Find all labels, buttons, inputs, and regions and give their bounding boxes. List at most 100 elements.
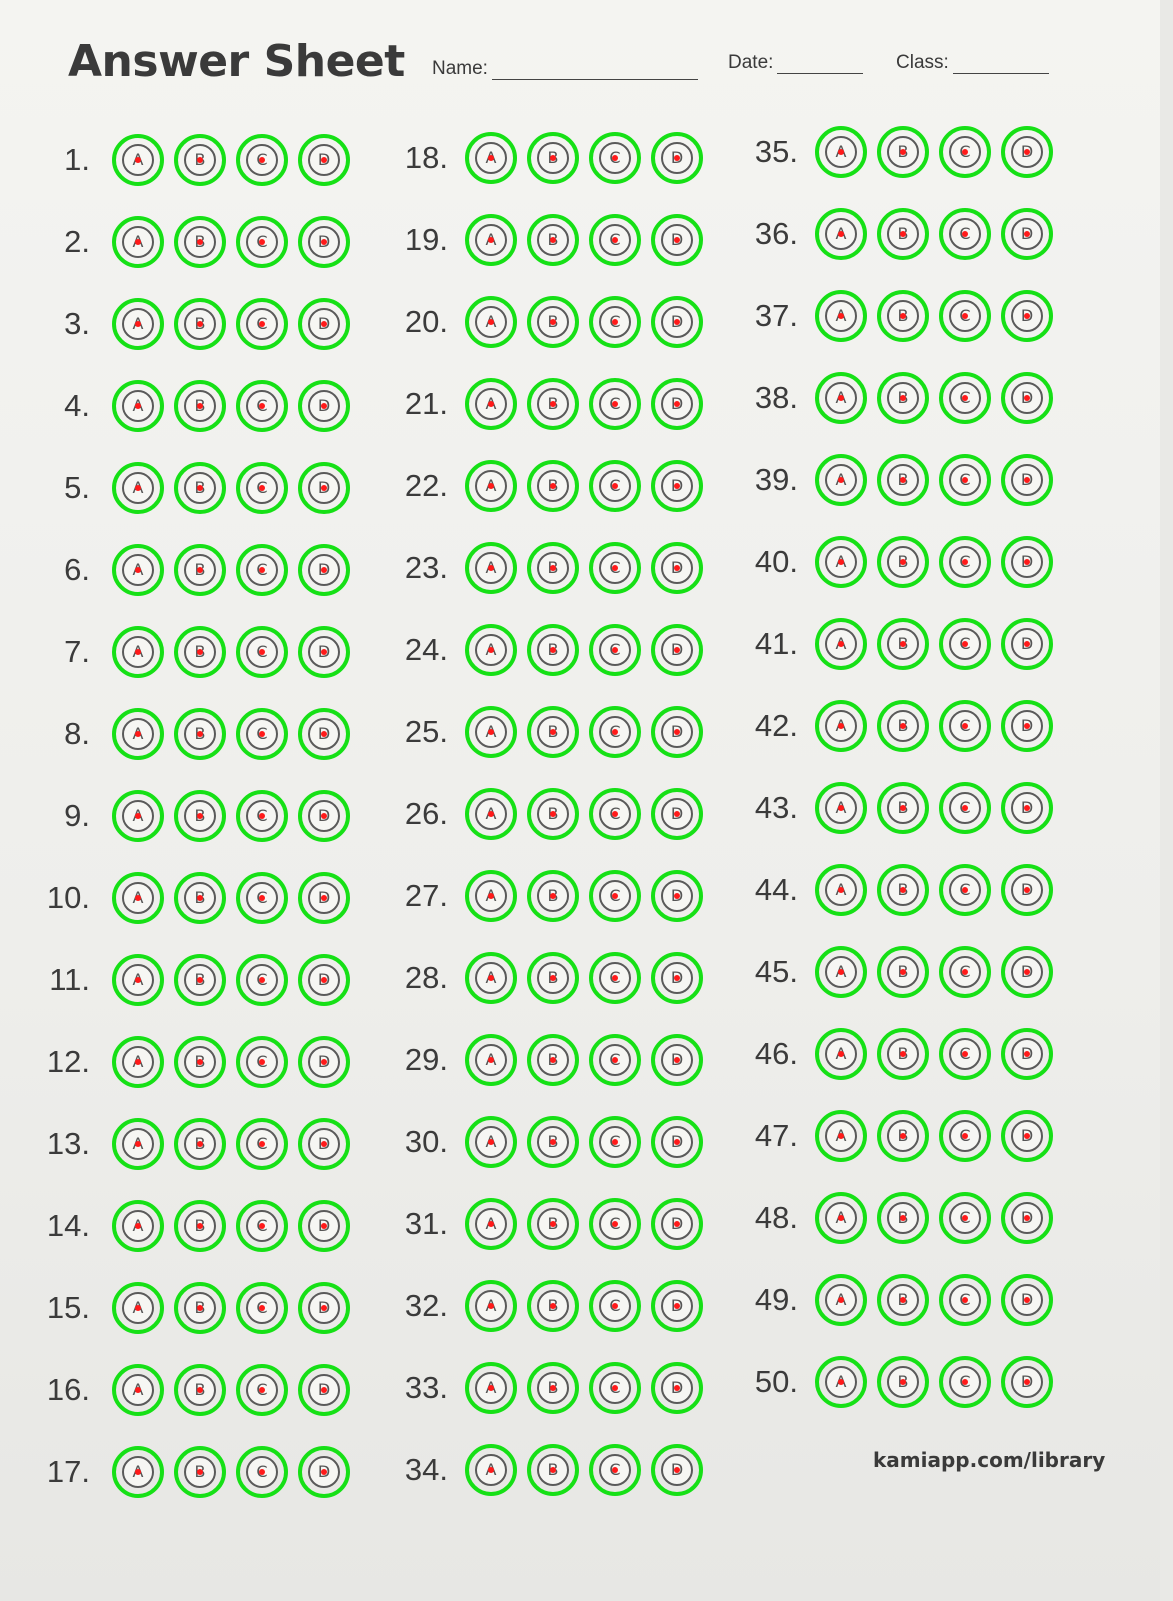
- answer-bubble-c[interactable]: C: [589, 378, 641, 430]
- answer-bubble-d[interactable]: D: [1001, 1110, 1053, 1162]
- answer-bubble-d[interactable]: D: [651, 952, 703, 1004]
- answer-bubble-a[interactable]: A: [112, 298, 164, 350]
- answer-bubble-b[interactable]: B: [877, 536, 929, 588]
- answer-bubble-d[interactable]: D: [651, 1444, 703, 1496]
- answer-bubble-a[interactable]: A: [465, 296, 517, 348]
- answer-bubble-b[interactable]: B: [527, 952, 579, 1004]
- answer-bubble-b[interactable]: B: [174, 544, 226, 596]
- answer-bubble-d[interactable]: D: [298, 298, 350, 350]
- answer-bubble-d[interactable]: D: [1001, 290, 1053, 342]
- answer-bubble-a[interactable]: A: [465, 378, 517, 430]
- answer-bubble-c[interactable]: C: [589, 706, 641, 758]
- answer-bubble-b[interactable]: B: [174, 626, 226, 678]
- answer-bubble-a[interactable]: A: [465, 706, 517, 758]
- answer-bubble-d[interactable]: D: [298, 1282, 350, 1334]
- answer-bubble-d[interactable]: D: [1001, 536, 1053, 588]
- answer-bubble-a[interactable]: A: [465, 952, 517, 1004]
- answer-bubble-a[interactable]: A: [815, 700, 867, 752]
- answer-bubble-d[interactable]: D: [298, 216, 350, 268]
- answer-bubble-c[interactable]: C: [236, 954, 288, 1006]
- answer-bubble-a[interactable]: A: [112, 708, 164, 760]
- answer-bubble-c[interactable]: C: [589, 214, 641, 266]
- answer-bubble-d[interactable]: D: [651, 460, 703, 512]
- answer-bubble-b[interactable]: B: [174, 380, 226, 432]
- answer-bubble-d[interactable]: D: [1001, 618, 1053, 670]
- answer-bubble-d[interactable]: D: [651, 1362, 703, 1414]
- answer-bubble-a[interactable]: A: [815, 1274, 867, 1326]
- answer-bubble-b[interactable]: B: [174, 1200, 226, 1252]
- answer-bubble-c[interactable]: C: [236, 1446, 288, 1498]
- answer-bubble-b[interactable]: B: [877, 454, 929, 506]
- answer-bubble-d[interactable]: D: [1001, 1274, 1053, 1326]
- answer-bubble-a[interactable]: A: [465, 788, 517, 840]
- answer-bubble-d[interactable]: D: [298, 544, 350, 596]
- answer-bubble-b[interactable]: B: [527, 460, 579, 512]
- answer-bubble-d[interactable]: D: [298, 1036, 350, 1088]
- answer-bubble-d[interactable]: D: [298, 1364, 350, 1416]
- answer-bubble-b[interactable]: B: [527, 1116, 579, 1168]
- answer-bubble-a[interactable]: A: [112, 872, 164, 924]
- answer-bubble-a[interactable]: A: [815, 1192, 867, 1244]
- answer-bubble-b[interactable]: B: [527, 132, 579, 184]
- answer-bubble-b[interactable]: B: [527, 1280, 579, 1332]
- answer-bubble-d[interactable]: D: [1001, 454, 1053, 506]
- answer-bubble-b[interactable]: B: [877, 1192, 929, 1244]
- answer-bubble-b[interactable]: B: [877, 126, 929, 178]
- answer-bubble-d[interactable]: D: [298, 708, 350, 760]
- answer-bubble-a[interactable]: A: [465, 460, 517, 512]
- answer-bubble-d[interactable]: D: [651, 1034, 703, 1086]
- answer-bubble-b[interactable]: B: [527, 1362, 579, 1414]
- answer-bubble-a[interactable]: A: [815, 208, 867, 260]
- answer-bubble-a[interactable]: A: [465, 1280, 517, 1332]
- answer-bubble-a[interactable]: A: [112, 134, 164, 186]
- answer-bubble-d[interactable]: D: [298, 462, 350, 514]
- answer-bubble-a[interactable]: A: [112, 626, 164, 678]
- answer-bubble-b[interactable]: B: [877, 618, 929, 670]
- answer-bubble-c[interactable]: C: [236, 790, 288, 842]
- answer-bubble-d[interactable]: D: [1001, 1028, 1053, 1080]
- answer-bubble-c[interactable]: C: [236, 380, 288, 432]
- answer-bubble-a[interactable]: A: [815, 946, 867, 998]
- answer-bubble-a[interactable]: A: [112, 462, 164, 514]
- answer-bubble-b[interactable]: B: [174, 462, 226, 514]
- answer-bubble-b[interactable]: B: [174, 216, 226, 268]
- answer-bubble-b[interactable]: B: [174, 1118, 226, 1170]
- answer-bubble-b[interactable]: B: [527, 1198, 579, 1250]
- answer-bubble-b[interactable]: B: [527, 706, 579, 758]
- answer-bubble-b[interactable]: B: [174, 954, 226, 1006]
- answer-bubble-b[interactable]: B: [527, 214, 579, 266]
- answer-bubble-a[interactable]: A: [815, 1110, 867, 1162]
- answer-bubble-d[interactable]: D: [298, 872, 350, 924]
- answer-bubble-a[interactable]: A: [112, 954, 164, 1006]
- answer-bubble-a[interactable]: A: [465, 132, 517, 184]
- answer-bubble-a[interactable]: A: [112, 1118, 164, 1170]
- answer-bubble-c[interactable]: C: [589, 1280, 641, 1332]
- answer-bubble-a[interactable]: A: [815, 864, 867, 916]
- answer-bubble-d[interactable]: D: [651, 706, 703, 758]
- answer-bubble-b[interactable]: B: [174, 134, 226, 186]
- answer-bubble-b[interactable]: B: [174, 298, 226, 350]
- answer-bubble-a[interactable]: A: [465, 1116, 517, 1168]
- answer-bubble-a[interactable]: A: [815, 454, 867, 506]
- answer-bubble-a[interactable]: A: [815, 782, 867, 834]
- answer-bubble-c[interactable]: C: [589, 1362, 641, 1414]
- answer-bubble-d[interactable]: D: [651, 378, 703, 430]
- answer-bubble-c[interactable]: C: [939, 946, 991, 998]
- answer-bubble-a[interactable]: A: [112, 544, 164, 596]
- answer-bubble-a[interactable]: A: [112, 380, 164, 432]
- answer-bubble-d[interactable]: D: [1001, 1356, 1053, 1408]
- answer-bubble-a[interactable]: A: [815, 290, 867, 342]
- answer-bubble-d[interactable]: D: [651, 624, 703, 676]
- answer-bubble-b[interactable]: B: [527, 1444, 579, 1496]
- answer-bubble-c[interactable]: C: [939, 372, 991, 424]
- answer-bubble-b[interactable]: B: [877, 700, 929, 752]
- answer-bubble-d[interactable]: D: [651, 132, 703, 184]
- answer-bubble-c[interactable]: C: [589, 460, 641, 512]
- answer-bubble-a[interactable]: A: [465, 214, 517, 266]
- answer-bubble-c[interactable]: C: [236, 1200, 288, 1252]
- answer-bubble-b[interactable]: B: [527, 624, 579, 676]
- answer-bubble-d[interactable]: D: [651, 870, 703, 922]
- answer-bubble-d[interactable]: D: [1001, 1192, 1053, 1244]
- answer-bubble-c[interactable]: C: [939, 536, 991, 588]
- answer-bubble-a[interactable]: A: [112, 790, 164, 842]
